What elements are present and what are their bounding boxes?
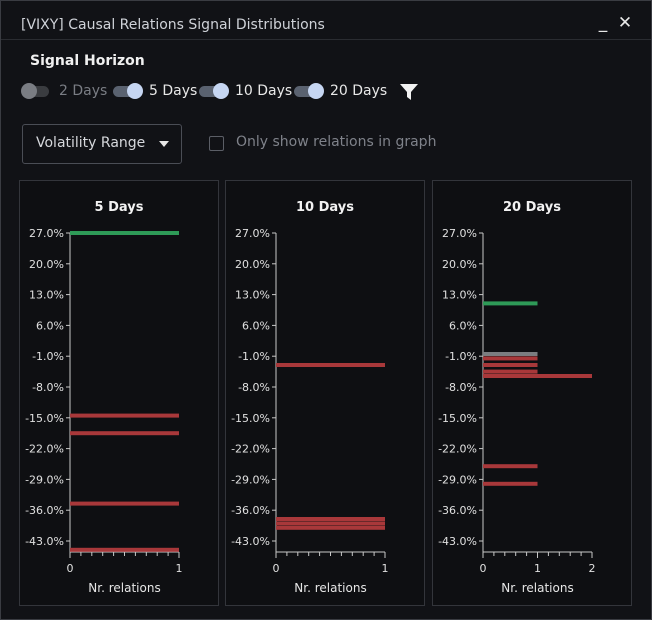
y-tick-label: 13.0%: [235, 289, 270, 302]
title-bar: [VIXY] Causal Relations Signal Distribut…: [1, 1, 651, 40]
only-show-relations-checkbox[interactable]: [209, 136, 224, 151]
y-tick-label: -29.0%: [438, 473, 477, 486]
toggle-20-days[interactable]: 20 Days: [294, 81, 387, 101]
bar-negative: [276, 517, 385, 521]
bar-negative: [483, 363, 538, 367]
y-tick-label: -1.0%: [238, 350, 270, 363]
y-tick-label: -15.0%: [438, 412, 477, 425]
bar-negative: [70, 431, 179, 436]
x-tick-label: 1: [382, 562, 389, 575]
y-tick-label: 20.0%: [29, 258, 64, 271]
y-tick-label: 27.0%: [29, 227, 64, 240]
y-tick-label: 6.0%: [36, 319, 64, 332]
x-tick-label: 1: [534, 562, 541, 575]
toggle-label: 2 Days: [59, 83, 108, 99]
signal-horizon-label: Signal Horizon: [30, 53, 145, 69]
bar-negative: [276, 363, 385, 367]
y-tick-label: 20.0%: [235, 258, 270, 271]
bar-positive: [70, 231, 179, 235]
y-tick-label: -22.0%: [25, 443, 64, 456]
y-tick-label: 6.0%: [449, 319, 477, 332]
y-tick-label: -1.0%: [32, 350, 64, 363]
y-tick-label: -43.0%: [438, 535, 477, 548]
bar-negative: [276, 525, 385, 530]
close-icon[interactable]: ✕: [617, 13, 633, 33]
minimize-icon[interactable]: _: [598, 13, 608, 33]
bar-negative: [483, 464, 538, 469]
y-tick-label: -36.0%: [231, 504, 270, 517]
chart-panel-10-days: 10 Days 27.0% 20.0% 13.0% 6.0% -1.0% -8.0% -15.…: [225, 180, 425, 606]
y-tick-label: -8.0%: [238, 381, 270, 394]
funnel-icon[interactable]: [399, 83, 419, 101]
x-tick-label: 1: [176, 562, 183, 575]
toggle-switch: [294, 82, 324, 99]
y-tick-label: 20.0%: [442, 258, 477, 271]
chart-10-days: 10 Days 27.0% 20.0% 13.0% 6.0% -1.0% -8.0% -15.…: [231, 200, 389, 595]
y-tick-label: -1.0%: [445, 350, 477, 363]
bar-negative: [483, 369, 538, 374]
y-tick-label: -8.0%: [445, 381, 477, 394]
x-tick-label: 0: [67, 562, 74, 575]
checkbox-label: Only show relations in graph: [236, 134, 437, 150]
bar-negative: [70, 547, 179, 552]
x-axis-label: Nr. relations: [501, 581, 573, 595]
bar-negative: [70, 501, 179, 506]
chart-panel-5-days: 5 Days 27.0% 20.0% 13.0% 6.0% -1.0% -8.0% -15.0…: [19, 180, 219, 606]
x-tick-label: 0: [273, 562, 280, 575]
chart-20-days: 20 Days 27.0% 20.0% 13.0% 6.0% -1.0% -8.0% -15.…: [438, 200, 596, 595]
y-tick-label: 13.0%: [442, 289, 477, 302]
toggle-label: 10 Days: [235, 83, 293, 99]
dropdown-label: Volatility Range: [36, 135, 146, 151]
y-tick-label: -43.0%: [231, 535, 270, 548]
bar-negative: [483, 481, 538, 486]
toggle-5-days[interactable]: 5 Days: [113, 81, 197, 101]
y-tick-label: -29.0%: [231, 473, 270, 486]
y-tick-label: 13.0%: [29, 289, 64, 302]
y-tick-label: -8.0%: [32, 381, 64, 394]
bar-positive: [483, 301, 538, 306]
y-tick-label: -22.0%: [438, 443, 477, 456]
window-title: [VIXY] Causal Relations Signal Distribut…: [21, 17, 325, 33]
bar-negative: [70, 413, 179, 418]
toggle-label: 20 Days: [330, 83, 388, 99]
y-tick-label: -43.0%: [25, 535, 64, 548]
bar-negative: [276, 521, 385, 526]
x-tick-label: 0: [480, 562, 487, 575]
toggle-10-days[interactable]: 10 Days: [199, 81, 292, 101]
bar-negative: [483, 356, 538, 361]
toggle-2-days[interactable]: 2 Days: [21, 81, 108, 101]
chart-panel-20-days: 20 Days 27.0% 20.0% 13.0% 6.0% -1.0% -8.0% -15.…: [432, 180, 632, 606]
toggle-switch: [199, 82, 229, 99]
toggle-label: 5 Days: [149, 83, 198, 99]
bar-neutral: [483, 352, 538, 356]
toggle-switch: [113, 82, 143, 99]
y-tick-label: 27.0%: [442, 227, 477, 240]
chart-title: 20 Days: [503, 200, 561, 215]
x-tick-label: 2: [589, 562, 596, 575]
y-tick-label: -29.0%: [25, 473, 64, 486]
x-axis-label: Nr. relations: [88, 581, 160, 595]
chart-title: 5 Days: [95, 200, 144, 215]
bar-negative: [483, 374, 592, 378]
y-tick-label: -15.0%: [25, 412, 64, 425]
chart-5-days: 5 Days 27.0% 20.0% 13.0% 6.0% -1.0% -8.0% -15.0…: [25, 200, 183, 595]
y-tick-label: -22.0%: [231, 443, 270, 456]
y-tick-label: -36.0%: [25, 504, 64, 517]
chart-title: 10 Days: [296, 200, 354, 215]
y-tick-label: -36.0%: [438, 504, 477, 517]
volatility-range-dropdown[interactable]: Volatility Range: [22, 124, 182, 164]
y-tick-label: 6.0%: [242, 319, 270, 332]
y-tick-label: -15.0%: [231, 412, 270, 425]
y-tick-label: 27.0%: [235, 227, 270, 240]
chevron-down-icon: [159, 141, 169, 147]
x-axis-label: Nr. relations: [294, 581, 366, 595]
toggle-switch: [21, 82, 49, 99]
